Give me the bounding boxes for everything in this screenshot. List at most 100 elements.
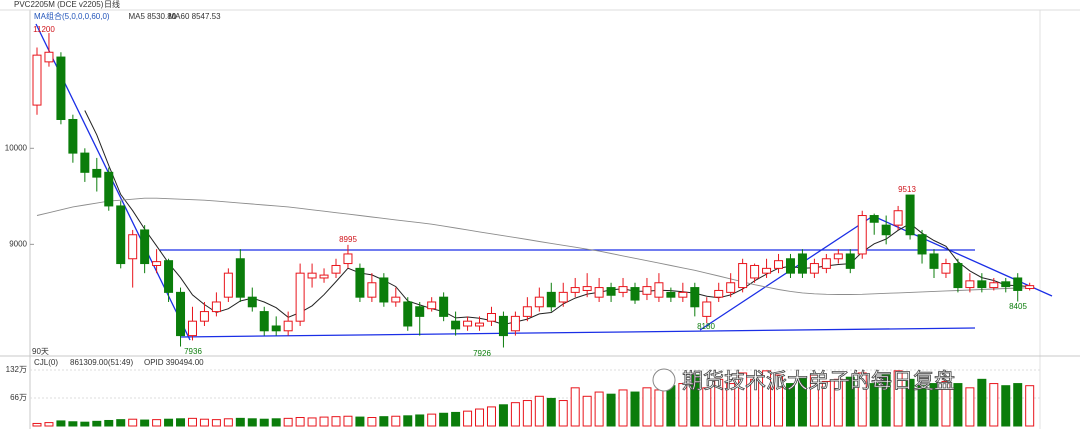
volume-bar	[367, 417, 377, 427]
volume-bar	[451, 411, 461, 427]
volume-bar	[977, 378, 987, 427]
volume-bar	[331, 416, 341, 427]
candle-body	[570, 287, 580, 293]
legend-title: MA组合(5,0,0,0,60,0)	[34, 11, 110, 21]
legend-entry: MA5 8530.80	[129, 12, 177, 21]
volume-bar	[211, 419, 221, 427]
period-label: 90天	[32, 347, 49, 356]
volume-bar	[259, 418, 269, 427]
instrument: PVC2205M (DCE v2205)	[14, 0, 104, 9]
candle-body	[68, 118, 78, 154]
candle-body	[941, 263, 951, 274]
candle-body	[92, 168, 102, 178]
candle-body	[116, 205, 126, 265]
volume-bar	[618, 389, 628, 427]
candle-body	[403, 301, 413, 327]
volume-bar	[176, 418, 186, 427]
y-tick-label: 9000	[9, 239, 27, 248]
candle-body	[726, 282, 736, 293]
candle-body	[510, 315, 520, 332]
volume-bar	[522, 400, 532, 427]
candle-body	[463, 320, 473, 327]
volume-bar	[498, 404, 508, 427]
candle-body	[738, 263, 748, 289]
volume-bar	[379, 416, 389, 427]
volume-bar	[558, 400, 568, 427]
candle-body	[391, 296, 401, 303]
volume-bar	[941, 380, 951, 427]
volume-bar	[415, 414, 425, 427]
candle-body	[223, 272, 233, 298]
volume-bar	[785, 383, 795, 427]
volume-bar	[642, 387, 652, 427]
volume-bar	[56, 420, 66, 427]
candle-body	[881, 224, 891, 236]
candle-body	[486, 313, 496, 322]
price-annotation: 7936	[184, 347, 202, 356]
ma-line	[36, 197, 1030, 295]
volume-bar	[606, 393, 616, 427]
candle-body	[140, 229, 150, 265]
candle-body	[750, 264, 760, 279]
volume-bar	[140, 419, 150, 427]
volume-bar	[594, 391, 604, 427]
price-annotation: 9513	[898, 185, 916, 194]
volume-bar	[104, 419, 114, 427]
volume-bar	[164, 418, 174, 427]
volume-readout: 861309.00(51:49)	[70, 358, 134, 367]
candle-body	[283, 320, 293, 332]
candle-body	[785, 258, 795, 274]
ma-line	[84, 110, 1030, 326]
candle-body	[797, 253, 807, 274]
candle-body	[690, 287, 700, 308]
volume-bar	[929, 383, 939, 427]
volume-bar	[833, 378, 843, 427]
volume-bar	[319, 416, 329, 427]
volume-bar	[821, 380, 831, 427]
price-annotation: 11200	[33, 25, 55, 34]
candle-body	[319, 274, 329, 279]
candle-body	[475, 322, 485, 327]
volume-bar	[881, 374, 891, 427]
candle-body	[187, 320, 197, 337]
candle-body	[630, 287, 640, 301]
candle-body	[654, 282, 664, 298]
candle-body	[558, 291, 568, 303]
price-annotation: 7926	[473, 349, 491, 358]
volume-bar	[475, 408, 485, 427]
y-tick-label: 66万	[10, 393, 27, 402]
candle-body	[606, 287, 616, 296]
candle-body	[833, 253, 843, 260]
watermark-icon	[652, 368, 676, 392]
volume-bar	[247, 418, 257, 427]
candle-body	[451, 320, 461, 330]
candle-body	[702, 301, 712, 317]
volume-bar	[116, 419, 126, 427]
volume-bar	[463, 410, 473, 427]
volume-bar	[714, 378, 724, 427]
candle-body	[594, 287, 604, 298]
candle-body	[152, 261, 162, 266]
volume-bar	[199, 418, 209, 427]
watermark: 期货技术派大弟子的每日复盘	[682, 369, 955, 393]
candle-body	[199, 311, 209, 322]
volume-bar	[295, 417, 305, 427]
volume-bar	[510, 402, 520, 427]
volume-bar	[750, 378, 760, 427]
price-annotation: 8995	[339, 235, 357, 244]
volume-bar	[654, 389, 664, 427]
volume-bar	[152, 419, 162, 427]
candle-body	[929, 253, 939, 269]
volume-bar	[690, 374, 700, 427]
price-annotation: 8180	[697, 322, 715, 331]
candle-body	[582, 286, 592, 291]
volume-bar	[570, 387, 580, 427]
candle-body	[498, 315, 508, 337]
oi-label: OPID 390494.00	[144, 358, 204, 367]
candle-body	[917, 234, 927, 255]
volume-bar	[1025, 385, 1035, 427]
candle-body	[762, 267, 772, 274]
volume-bar	[283, 417, 293, 427]
candle-body	[415, 306, 425, 317]
